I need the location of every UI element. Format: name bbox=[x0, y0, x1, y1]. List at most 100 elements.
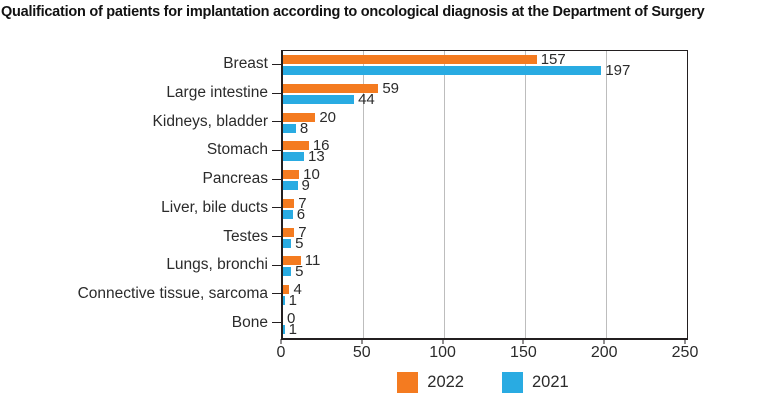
bar-row-2022: 10 bbox=[283, 167, 687, 182]
bar-2021 bbox=[283, 66, 602, 76]
bar-value-label: 11 bbox=[304, 252, 321, 270]
x-tick-label: 150 bbox=[510, 344, 537, 361]
bar-value-label: 1 bbox=[288, 320, 297, 338]
legend-swatch-2021 bbox=[502, 371, 523, 393]
bar-value-label: 6 bbox=[296, 205, 306, 223]
legend: 2022 2021 bbox=[281, 371, 685, 393]
y-tick-mark bbox=[272, 149, 281, 151]
category-axis-labels: Breast Large intestine Kidneys, bladder Sto… bbox=[0, 50, 268, 337]
bar-2022 bbox=[283, 256, 301, 266]
bar-group: 10 9 bbox=[283, 166, 687, 195]
bar-group: 20 8 bbox=[283, 108, 687, 137]
bar-row-2021: 5 bbox=[283, 234, 687, 252]
x-tick-mark bbox=[361, 339, 363, 344]
bar-row-2022: 16 bbox=[283, 137, 687, 155]
legend-swatch-2022 bbox=[397, 371, 419, 393]
bar-group: 11 5 bbox=[283, 252, 687, 281]
legend-item-2022: 2022 bbox=[397, 371, 464, 393]
x-tick-label: 250 bbox=[671, 344, 699, 361]
bar-row-2021: 1 bbox=[283, 320, 687, 338]
bar-value-label: 157 bbox=[540, 51, 566, 69]
bar-2022 bbox=[283, 141, 309, 151]
y-tick-mark bbox=[272, 121, 281, 123]
bar-value-label: 13 bbox=[308, 148, 325, 166]
x-tick-mark bbox=[280, 339, 282, 344]
bar-2022 bbox=[283, 198, 295, 208]
bar-2022 bbox=[283, 112, 316, 122]
bar-2021 bbox=[283, 152, 304, 162]
bar-row-2021: 1 bbox=[283, 291, 687, 309]
bar-row-2022: 7 bbox=[283, 194, 687, 212]
bar-2022 bbox=[283, 55, 537, 65]
x-tick-mark bbox=[522, 339, 524, 344]
gridline-x-200 bbox=[605, 51, 607, 338]
bar-value-label: 9 bbox=[301, 177, 310, 195]
chart-title: Qualification of patients for implantati… bbox=[1, 4, 705, 20]
x-tick-label: 100 bbox=[429, 344, 456, 361]
category-label: Stomach bbox=[206, 141, 268, 159]
category-label: Breast bbox=[223, 55, 268, 73]
bar-2022 bbox=[283, 227, 295, 237]
bar-row-2022: 20 bbox=[283, 108, 687, 126]
bar-row-2021: 9 bbox=[283, 177, 687, 195]
bar-value-label: 7 bbox=[298, 194, 307, 212]
bar-2021 bbox=[283, 238, 292, 248]
y-tick-mark bbox=[272, 322, 281, 324]
bar-value-label: 5 bbox=[295, 234, 304, 252]
x-axis-ticks bbox=[280, 339, 686, 344]
x-tick-label: 200 bbox=[590, 344, 618, 361]
bar-2021 bbox=[283, 209, 293, 219]
bar-row-2022: 11 bbox=[283, 252, 687, 270]
y-tick-mark bbox=[272, 178, 281, 180]
y-axis-ticks bbox=[272, 50, 281, 337]
bar-value-label: 20 bbox=[319, 108, 336, 126]
gridline-x-150 bbox=[524, 51, 526, 338]
bar-2021 bbox=[283, 295, 285, 305]
category-label: Liver, bile ducts bbox=[161, 198, 268, 216]
bar-value-label: 44 bbox=[358, 91, 375, 109]
bar-value-label: 5 bbox=[295, 263, 304, 281]
bar-value-label: 1 bbox=[288, 291, 297, 309]
bar-value-label: 16 bbox=[312, 137, 330, 155]
x-tick-mark bbox=[603, 339, 605, 344]
bar-row-2022: 0 bbox=[283, 311, 687, 326]
y-tick-mark bbox=[272, 207, 281, 209]
bar-2022 bbox=[283, 170, 300, 180]
bar-row-2022: 4 bbox=[283, 282, 687, 297]
legend-label-2021: 2021 bbox=[532, 372, 569, 391]
x-tick-label: 50 bbox=[352, 344, 371, 361]
y-tick-mark bbox=[272, 63, 281, 65]
bar-row-2021: 13 bbox=[283, 148, 687, 166]
bar-2021 bbox=[283, 123, 296, 133]
category-label: Lungs, bronchi bbox=[166, 256, 268, 274]
bar-2022 bbox=[283, 84, 379, 94]
y-tick-mark bbox=[272, 92, 281, 94]
x-tick-label: 0 bbox=[276, 344, 286, 361]
bar-2021 bbox=[283, 181, 298, 191]
bar-group: 16 13 bbox=[283, 137, 687, 166]
gridline-x-100 bbox=[444, 51, 446, 338]
category-label: Testes bbox=[223, 227, 268, 245]
category-label: Pancreas bbox=[202, 170, 268, 188]
y-tick-mark bbox=[272, 264, 281, 266]
x-tick-mark bbox=[684, 339, 686, 344]
bar-row-2021: 197 bbox=[283, 63, 687, 78]
category-label: Connective tissue, sarcoma bbox=[77, 284, 268, 302]
bar-row-2022: 7 bbox=[283, 225, 687, 240]
legend-item-2021: 2021 bbox=[502, 371, 569, 393]
bar-row-2021: 44 bbox=[283, 91, 687, 109]
bar-2021 bbox=[283, 95, 355, 105]
bar-2021 bbox=[283, 324, 285, 334]
bar-2021 bbox=[283, 267, 292, 277]
category-label: Kidneys, bladder bbox=[152, 112, 268, 130]
bar-row-2022: 157 bbox=[283, 51, 687, 69]
bar-group: 157 197 bbox=[283, 51, 687, 80]
bar-row-2022: 59 bbox=[283, 81, 687, 96]
bar-2022 bbox=[283, 284, 290, 294]
category-label: Bone bbox=[231, 313, 268, 331]
